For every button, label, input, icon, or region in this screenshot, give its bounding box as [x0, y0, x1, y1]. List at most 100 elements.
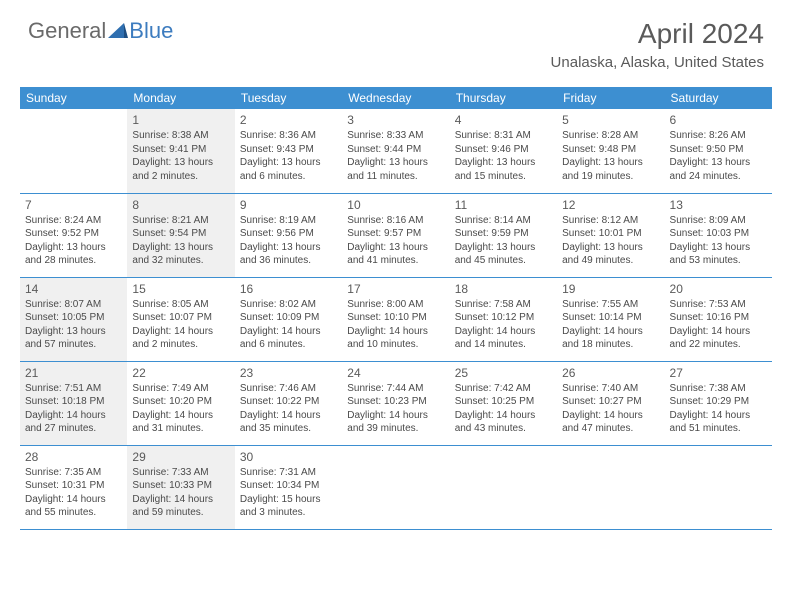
- daylight-text: Daylight: 14 hours and 18 minutes.: [562, 325, 659, 352]
- day-info: Sunrise: 8:33 AMSunset: 9:44 PMDaylight:…: [347, 129, 444, 183]
- sunrise-text: Sunrise: 8:36 AM: [240, 129, 337, 143]
- sunrise-text: Sunrise: 8:12 AM: [562, 214, 659, 228]
- calendar-cell: 15Sunrise: 8:05 AMSunset: 10:07 PMDaylig…: [127, 277, 234, 361]
- sunrise-text: Sunrise: 7:31 AM: [240, 466, 337, 480]
- calendar-row: 1Sunrise: 8:38 AMSunset: 9:41 PMDaylight…: [20, 109, 772, 193]
- sunrise-text: Sunrise: 8:28 AM: [562, 129, 659, 143]
- day-info: Sunrise: 7:42 AMSunset: 10:25 PMDaylight…: [455, 382, 552, 436]
- calendar-table: SundayMondayTuesdayWednesdayThursdayFrid…: [20, 87, 772, 530]
- day-number: 18: [455, 281, 552, 297]
- sunrise-text: Sunrise: 7:33 AM: [132, 466, 229, 480]
- day-info: Sunrise: 7:55 AMSunset: 10:14 PMDaylight…: [562, 298, 659, 352]
- daylight-text: Daylight: 13 hours and 41 minutes.: [347, 241, 444, 268]
- day-number: 19: [562, 281, 659, 297]
- day-number: 25: [455, 365, 552, 381]
- daylight-text: Daylight: 13 hours and 32 minutes.: [132, 241, 229, 268]
- sunrise-text: Sunrise: 8:05 AM: [132, 298, 229, 312]
- day-number: 17: [347, 281, 444, 297]
- sunrise-text: Sunrise: 8:14 AM: [455, 214, 552, 228]
- day-info: Sunrise: 8:02 AMSunset: 10:09 PMDaylight…: [240, 298, 337, 352]
- calendar-cell: [20, 109, 127, 193]
- daylight-text: Daylight: 13 hours and 36 minutes.: [240, 241, 337, 268]
- day-header: Tuesday: [235, 87, 342, 109]
- day-number: 22: [132, 365, 229, 381]
- day-header: Saturday: [665, 87, 772, 109]
- sunrise-text: Sunrise: 7:46 AM: [240, 382, 337, 396]
- sunset-text: Sunset: 9:41 PM: [132, 143, 229, 157]
- brand-part1: General: [28, 18, 106, 44]
- daylight-text: Daylight: 14 hours and 39 minutes.: [347, 409, 444, 436]
- sunset-text: Sunset: 10:12 PM: [455, 311, 552, 325]
- daylight-text: Daylight: 14 hours and 35 minutes.: [240, 409, 337, 436]
- calendar-cell: 18Sunrise: 7:58 AMSunset: 10:12 PMDaylig…: [450, 277, 557, 361]
- daylight-text: Daylight: 13 hours and 24 minutes.: [670, 156, 767, 183]
- header: General Blue April 2024 Unalaska, Alaska,…: [0, 0, 792, 79]
- sunset-text: Sunset: 9:59 PM: [455, 227, 552, 241]
- day-number: 2: [240, 112, 337, 128]
- brand-logo: General Blue: [28, 18, 173, 44]
- calendar-cell: 20Sunrise: 7:53 AMSunset: 10:16 PMDaylig…: [665, 277, 772, 361]
- calendar-row: 28Sunrise: 7:35 AMSunset: 10:31 PMDaylig…: [20, 445, 772, 529]
- brand-part2: Blue: [129, 18, 173, 44]
- sunrise-text: Sunrise: 7:42 AM: [455, 382, 552, 396]
- day-number: 29: [132, 449, 229, 465]
- sunset-text: Sunset: 9:57 PM: [347, 227, 444, 241]
- sunset-text: Sunset: 9:50 PM: [670, 143, 767, 157]
- calendar-cell: 14Sunrise: 8:07 AMSunset: 10:05 PMDaylig…: [20, 277, 127, 361]
- day-info: Sunrise: 8:12 AMSunset: 10:01 PMDaylight…: [562, 214, 659, 268]
- calendar-cell: [450, 445, 557, 529]
- calendar-cell: 10Sunrise: 8:16 AMSunset: 9:57 PMDayligh…: [342, 193, 449, 277]
- sunrise-text: Sunrise: 7:49 AM: [132, 382, 229, 396]
- sunset-text: Sunset: 9:54 PM: [132, 227, 229, 241]
- day-number: 28: [25, 449, 122, 465]
- day-info: Sunrise: 8:38 AMSunset: 9:41 PMDaylight:…: [132, 129, 229, 183]
- day-number: 12: [562, 197, 659, 213]
- calendar-cell: 4Sunrise: 8:31 AMSunset: 9:46 PMDaylight…: [450, 109, 557, 193]
- day-number: 5: [562, 112, 659, 128]
- sunset-text: Sunset: 10:23 PM: [347, 395, 444, 409]
- sunrise-text: Sunrise: 7:51 AM: [25, 382, 122, 396]
- calendar-cell: 12Sunrise: 8:12 AMSunset: 10:01 PMDaylig…: [557, 193, 664, 277]
- daylight-text: Daylight: 13 hours and 2 minutes.: [132, 156, 229, 183]
- day-header: Monday: [127, 87, 234, 109]
- daylight-text: Daylight: 14 hours and 55 minutes.: [25, 493, 122, 520]
- daylight-text: Daylight: 14 hours and 10 minutes.: [347, 325, 444, 352]
- calendar-cell: 30Sunrise: 7:31 AMSunset: 10:34 PMDaylig…: [235, 445, 342, 529]
- calendar-cell: 24Sunrise: 7:44 AMSunset: 10:23 PMDaylig…: [342, 361, 449, 445]
- daylight-text: Daylight: 13 hours and 15 minutes.: [455, 156, 552, 183]
- day-info: Sunrise: 7:38 AMSunset: 10:29 PMDaylight…: [670, 382, 767, 436]
- day-info: Sunrise: 8:24 AMSunset: 9:52 PMDaylight:…: [25, 214, 122, 268]
- sunset-text: Sunset: 9:52 PM: [25, 227, 122, 241]
- daylight-text: Daylight: 14 hours and 22 minutes.: [670, 325, 767, 352]
- sunrise-text: Sunrise: 7:55 AM: [562, 298, 659, 312]
- daylight-text: Daylight: 14 hours and 14 minutes.: [455, 325, 552, 352]
- day-number: 13: [670, 197, 767, 213]
- calendar-cell: 13Sunrise: 8:09 AMSunset: 10:03 PMDaylig…: [665, 193, 772, 277]
- daylight-text: Daylight: 15 hours and 3 minutes.: [240, 493, 337, 520]
- sunset-text: Sunset: 10:05 PM: [25, 311, 122, 325]
- day-info: Sunrise: 8:19 AMSunset: 9:56 PMDaylight:…: [240, 214, 337, 268]
- calendar-cell: 9Sunrise: 8:19 AMSunset: 9:56 PMDaylight…: [235, 193, 342, 277]
- calendar-cell: 25Sunrise: 7:42 AMSunset: 10:25 PMDaylig…: [450, 361, 557, 445]
- calendar-row: 7Sunrise: 8:24 AMSunset: 9:52 PMDaylight…: [20, 193, 772, 277]
- daylight-text: Daylight: 14 hours and 6 minutes.: [240, 325, 337, 352]
- day-info: Sunrise: 8:14 AMSunset: 9:59 PMDaylight:…: [455, 214, 552, 268]
- daylight-text: Daylight: 14 hours and 2 minutes.: [132, 325, 229, 352]
- title-block: April 2024 Unalaska, Alaska, United Stat…: [551, 18, 764, 71]
- day-info: Sunrise: 8:21 AMSunset: 9:54 PMDaylight:…: [132, 214, 229, 268]
- sunrise-text: Sunrise: 7:44 AM: [347, 382, 444, 396]
- sunrise-text: Sunrise: 8:24 AM: [25, 214, 122, 228]
- calendar-cell: 27Sunrise: 7:38 AMSunset: 10:29 PMDaylig…: [665, 361, 772, 445]
- calendar-cell: 17Sunrise: 8:00 AMSunset: 10:10 PMDaylig…: [342, 277, 449, 361]
- logo-sail-icon: [108, 18, 128, 44]
- day-header: Wednesday: [342, 87, 449, 109]
- day-number: 23: [240, 365, 337, 381]
- sunset-text: Sunset: 10:10 PM: [347, 311, 444, 325]
- day-info: Sunrise: 8:00 AMSunset: 10:10 PMDaylight…: [347, 298, 444, 352]
- day-number: 26: [562, 365, 659, 381]
- calendar-cell: 5Sunrise: 8:28 AMSunset: 9:48 PMDaylight…: [557, 109, 664, 193]
- sunset-text: Sunset: 10:31 PM: [25, 479, 122, 493]
- calendar-cell: 29Sunrise: 7:33 AMSunset: 10:33 PMDaylig…: [127, 445, 234, 529]
- sunrise-text: Sunrise: 8:16 AM: [347, 214, 444, 228]
- sunrise-text: Sunrise: 8:26 AM: [670, 129, 767, 143]
